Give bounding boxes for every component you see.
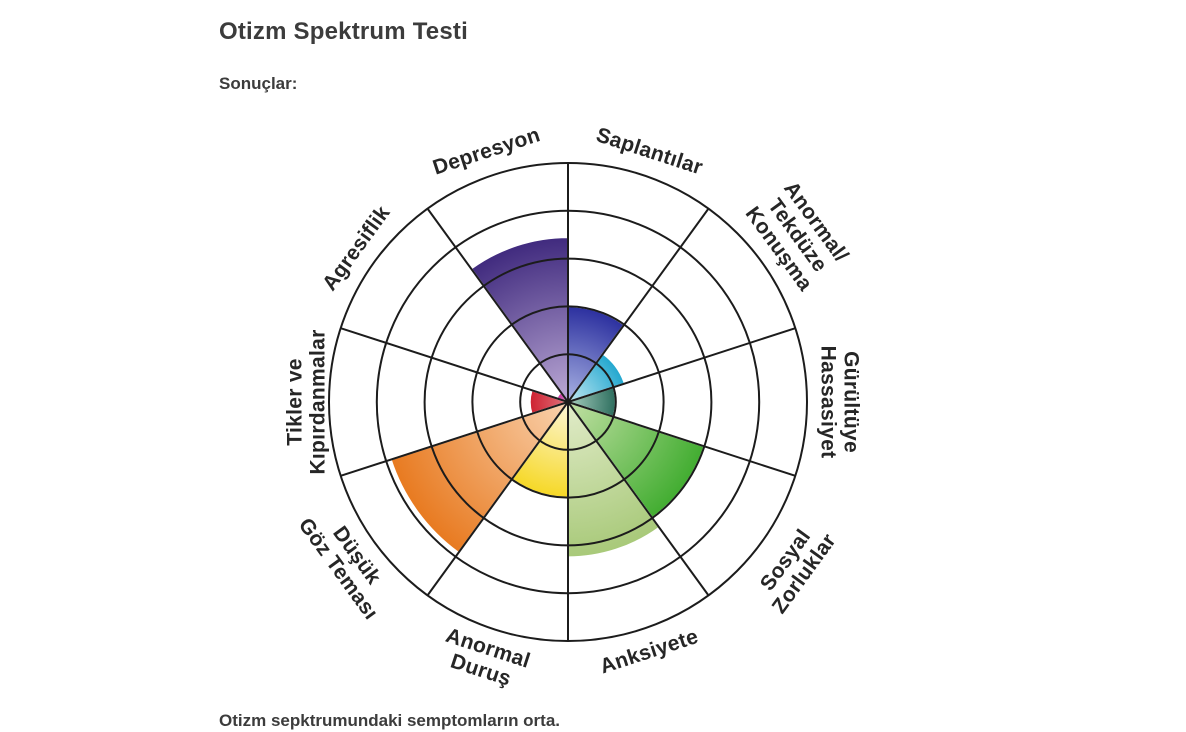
grid-spoke-36deg [567,208,710,403]
page-title: Otizm Spektrum Testi [219,18,468,45]
sector-label-depresyon: Depresyon [430,123,543,179]
grid-spoke-216deg [426,401,569,596]
sector-label-anormal-durus: AnormalDuruş [436,624,533,695]
grid-spoke-72deg [567,327,796,403]
chart-caption: Otizm sepktrumundaki semptomların orta. [219,711,561,730]
wedge-dusuk-goz-temasi [389,400,571,555]
grid-spoke-324deg [426,208,569,403]
sector-label-dusuk-goz-temasi: DüşükGöz Teması [294,500,401,624]
autism-spectrum-polar-chart: Saplantılar Anormal/TekdüzeKonuşma Gürültü… [248,92,888,716]
sector-label-saplantilar: Saplantılar [593,123,705,179]
grid-spoke-108deg [567,401,796,477]
grid-spoke-144deg [567,401,710,596]
sector-label-anksiyete: Anksiyete [597,625,701,678]
sector-label-tikler-ve-kipirdanmalar: Tikler veKıpırdanmalar [284,329,330,474]
polar-chart-svg: Saplantılar Anormal/TekdüzeKonuşma Gürültü… [284,123,863,695]
sector-label-sosyal-zorluklar: SosyalZorluklar [749,516,841,618]
grid-spoke-288deg [340,327,569,403]
results-label: Sonuçlar: [219,74,298,93]
grid-spoke-252deg [340,401,569,477]
sector-label-gurultuye-hassasiyet: GürültüyeHassasiyet [817,346,863,459]
sector-label-anormal-tekduze-konusma: Anormal/TekdüzeKonuşma [741,176,854,296]
wedge-anksiyete [567,398,661,559]
sector-label-agresiflik: Agresiflik [318,202,395,295]
